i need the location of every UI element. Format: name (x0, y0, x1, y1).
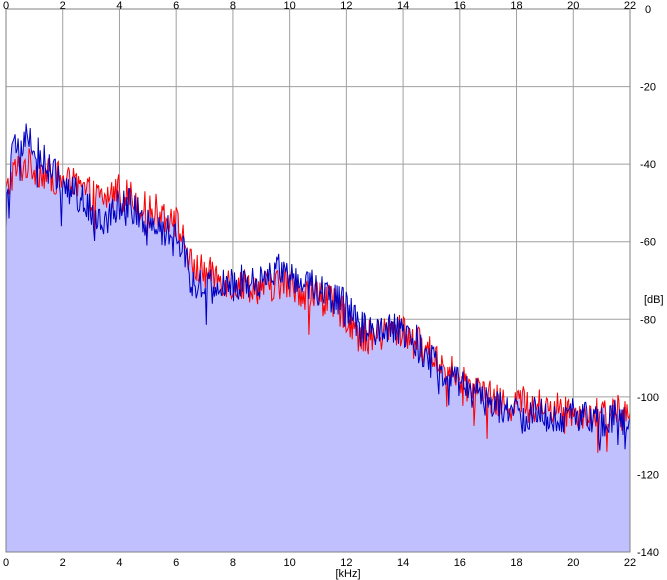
x-tick-label-bottom: 4 (116, 557, 122, 569)
x-tick-label-bottom: 10 (284, 557, 296, 569)
x-tick-label-bottom: 0 (3, 557, 9, 569)
x-tick-label-bottom: 14 (397, 557, 409, 569)
x-tick-label-top: 6 (173, 0, 179, 12)
x-tick-label-top: 2 (60, 0, 66, 12)
blue-channel-line (5, 123, 631, 451)
spectrum-fill-area (6, 123, 630, 552)
red-channel-line (5, 148, 631, 453)
x-tick-label-top: 18 (510, 0, 522, 12)
x-tick-label-bottom: 22 (624, 557, 636, 569)
x-tick-label-bottom: 16 (454, 557, 466, 569)
y-tick-label: -140 (637, 547, 659, 559)
x-tick-label-top: 16 (454, 0, 466, 12)
x-tick-label-top: 12 (340, 0, 352, 12)
x-tick-label-bottom: 8 (230, 557, 236, 569)
y-tick-label: -100 (637, 392, 659, 404)
series-lines (5, 123, 631, 453)
y-tick-label: -40 (640, 159, 656, 171)
y-axis-label: [dB] (644, 294, 664, 306)
x-tick-label-top: 10 (284, 0, 296, 12)
y-tick-label: -120 (637, 469, 659, 481)
y-tick-label: 0 (645, 4, 651, 16)
y-tick-label: -60 (640, 237, 656, 249)
x-tick-label-bottom: 18 (510, 557, 522, 569)
x-tick-label-bottom: 6 (173, 557, 179, 569)
x-tick-label-top: 0 (3, 0, 9, 12)
x-tick-label-top: 20 (567, 0, 579, 12)
x-tick-label-top: 14 (397, 0, 409, 12)
x-axis-label: [kHz] (335, 568, 360, 580)
x-tick-label-top: 8 (230, 0, 236, 12)
x-tick-label-bottom: 2 (60, 557, 66, 569)
x-tick-label-bottom: 12 (340, 557, 352, 569)
x-tick-label-top: 4 (116, 0, 122, 12)
y-tick-labels: 0 -20 -40 -60 -80 -100 -120 -140 (637, 4, 659, 559)
plot-frame (5, 8, 631, 553)
x-tick-label-top: 22 (624, 0, 636, 12)
x-tick-label-bottom: 20 (567, 557, 579, 569)
y-tick-label: -20 (640, 82, 656, 94)
y-tick-label: -80 (640, 314, 656, 326)
